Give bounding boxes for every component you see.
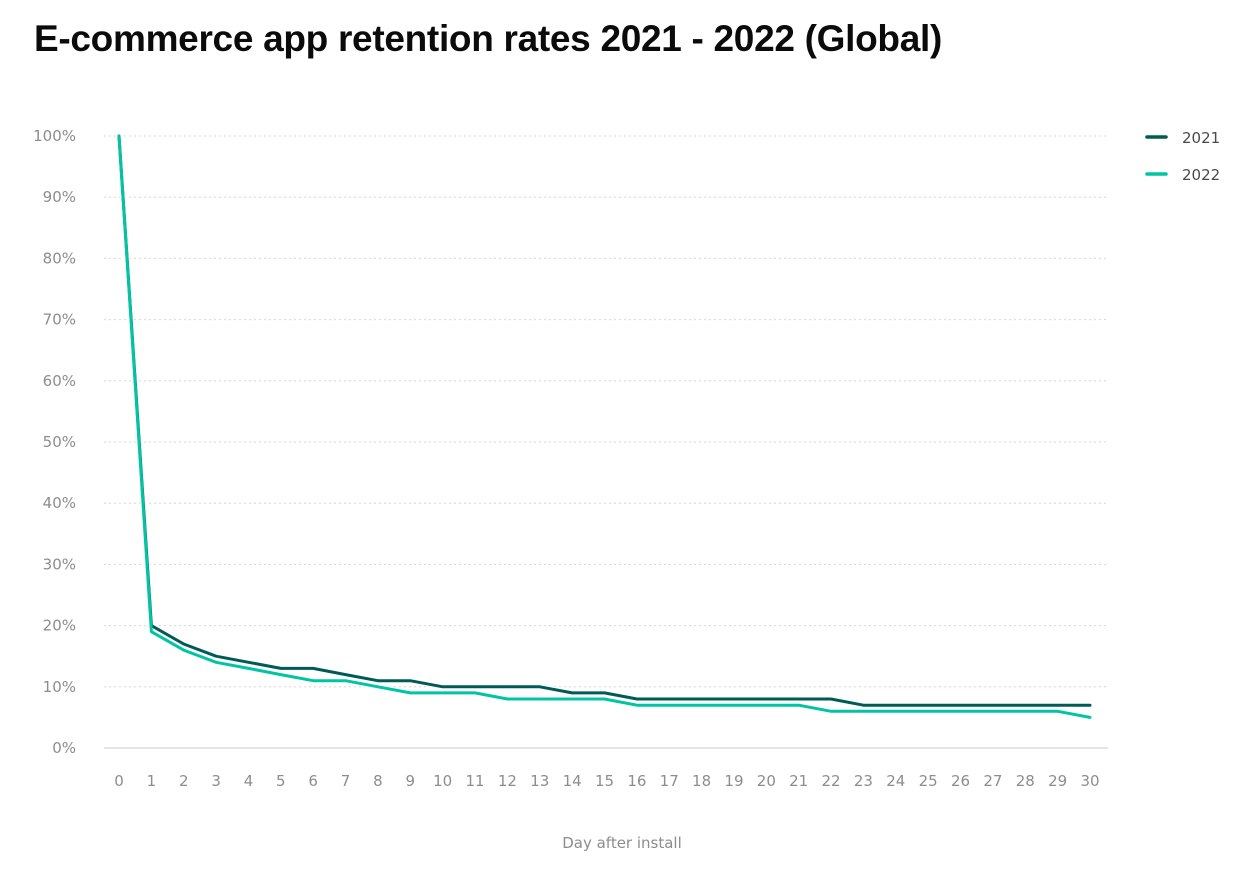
x-tick-label: 18 (692, 772, 711, 790)
x-tick-label: 28 (1016, 772, 1035, 790)
x-axis: 0 1 2 3 4 5 6 7 8 9 10 11 12 13 14 15 16 17 18 19 20 21 22 23 24… (114, 772, 1099, 790)
x-tick-label: 11 (465, 772, 484, 790)
x-tick-label: 7 (341, 772, 351, 790)
x-tick-label: 3 (211, 772, 221, 790)
x-tick-label: 12 (498, 772, 517, 790)
x-tick-label: 21 (789, 772, 808, 790)
y-axis: 0% 10% 20% 30% 40% 50% 60% 70% 80% 90% 100% (33, 127, 76, 757)
series-line-2022 (117, 134, 1092, 719)
legend-label-2021: 2021 (1182, 129, 1220, 147)
y-tick-label: 80% (43, 249, 76, 267)
x-tick-label: 30 (1080, 772, 1099, 790)
legend-label-2022: 2022 (1182, 166, 1220, 184)
x-tick-label: 5 (276, 772, 286, 790)
x-tick-label: 23 (854, 772, 873, 790)
series-halo-2022 (116, 133, 1093, 720)
x-tick-label: 2 (179, 772, 189, 790)
x-tick-label: 20 (757, 772, 776, 790)
x-axis-label: Day after install (562, 834, 682, 852)
y-tick-label: 30% (43, 555, 76, 573)
series-line-2021 (117, 134, 1092, 707)
legend: 2021 2022 (1145, 129, 1220, 184)
series-lines (116, 133, 1093, 720)
x-tick-label: 0 (114, 772, 124, 790)
x-tick-label: 13 (530, 772, 549, 790)
x-tick-label: 22 (822, 772, 841, 790)
y-tick-label: 10% (43, 678, 76, 696)
x-tick-label: 10 (433, 772, 452, 790)
x-tick-label: 17 (660, 772, 679, 790)
x-tick-label: 15 (595, 772, 614, 790)
x-tick-label: 9 (406, 772, 416, 790)
y-tick-label: 20% (43, 617, 76, 635)
x-tick-label: 16 (627, 772, 646, 790)
x-tick-label: 25 (919, 772, 938, 790)
y-tick-label: 70% (43, 311, 76, 329)
y-tick-label: 100% (33, 127, 76, 145)
x-tick-label: 24 (886, 772, 905, 790)
x-tick-label: 4 (244, 772, 254, 790)
x-tick-label: 6 (308, 772, 318, 790)
x-tick-label: 1 (147, 772, 157, 790)
chart-title: E-commerce app retention rates 2021 - 20… (34, 18, 942, 59)
gridlines (104, 135, 1108, 749)
series-halo-2021 (116, 133, 1093, 708)
x-tick-label: 14 (563, 772, 582, 790)
x-tick-label: 19 (724, 772, 743, 790)
y-tick-label: 50% (43, 433, 76, 451)
x-tick-label: 26 (951, 772, 970, 790)
y-tick-label: 90% (43, 188, 76, 206)
x-tick-label: 27 (983, 772, 1002, 790)
x-tick-label: 29 (1048, 772, 1067, 790)
x-tick-label: 8 (373, 772, 383, 790)
y-tick-label: 0% (52, 739, 76, 757)
y-tick-label: 60% (43, 372, 76, 390)
y-tick-label: 40% (43, 494, 76, 512)
